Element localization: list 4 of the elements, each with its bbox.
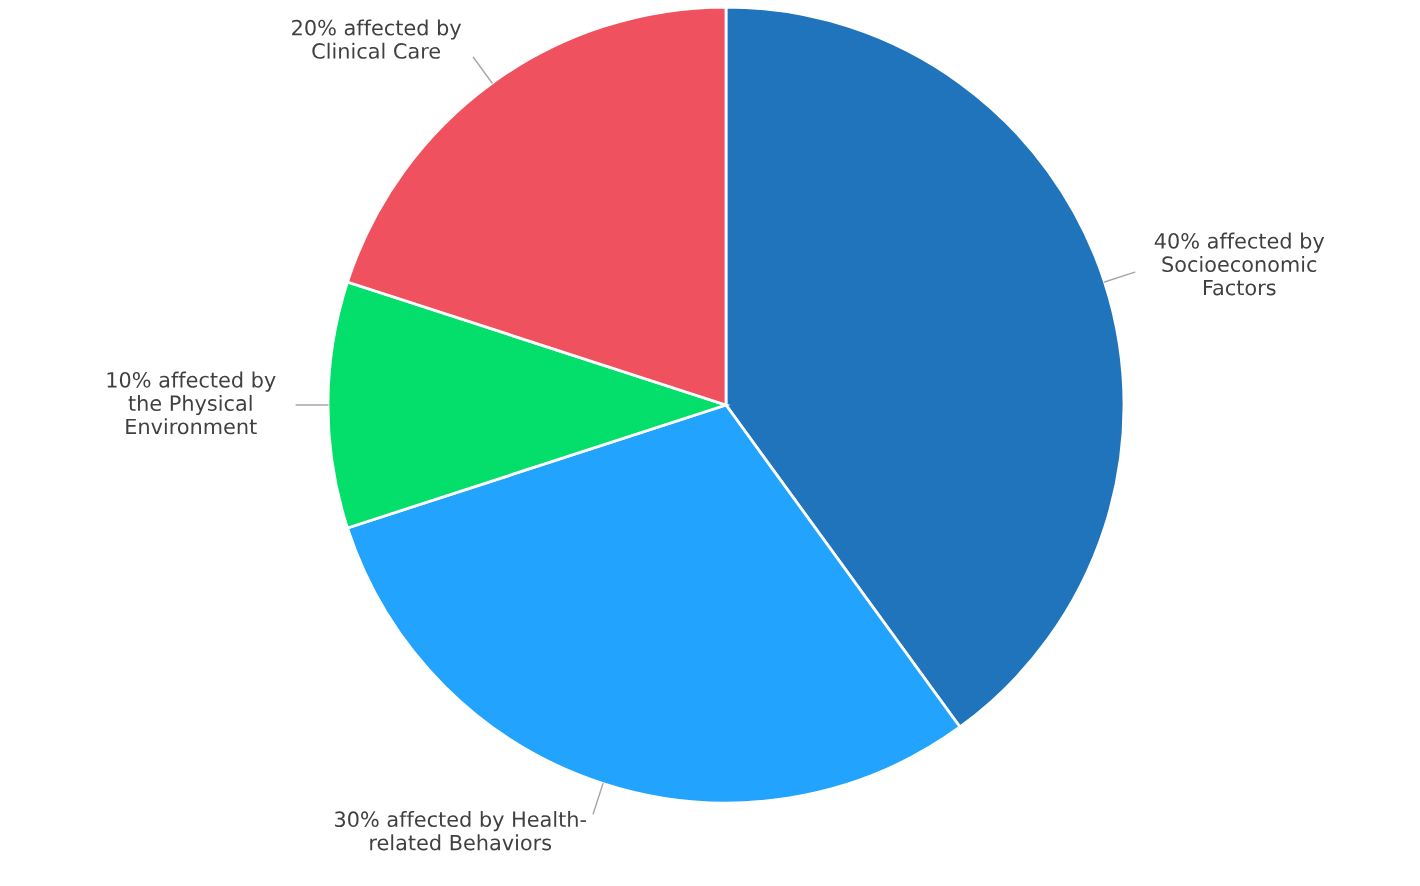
slice-label: 30% affected by Health- related Behaviors — [335, 810, 586, 851]
slice-label: 40% affected by Socioeconomic Factors — [1154, 232, 1325, 296]
slice-label: 20% affected by Clinical Care — [292, 19, 462, 59]
slice-label: 10% affected by the Physical Environment — [107, 371, 276, 435]
